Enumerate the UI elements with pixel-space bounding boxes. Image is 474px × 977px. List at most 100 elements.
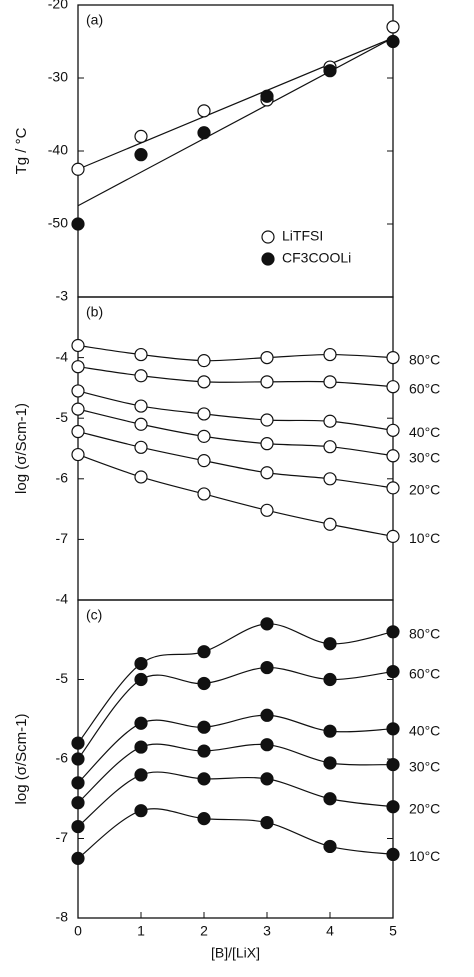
point <box>386 757 400 772</box>
point <box>323 792 337 806</box>
curve <box>77 808 394 859</box>
point <box>323 724 337 738</box>
y-tick-label: -6 <box>56 470 69 486</box>
point <box>134 369 148 383</box>
point <box>71 736 85 750</box>
series-label: 40°C <box>409 424 440 440</box>
y-tick-label: -3 <box>56 288 69 304</box>
point <box>260 375 274 389</box>
series-label: 10°C <box>409 530 440 546</box>
curve <box>77 666 394 760</box>
point <box>386 847 400 862</box>
y-tick-label: -7 <box>56 530 69 546</box>
point <box>134 768 148 782</box>
point <box>197 429 211 443</box>
point <box>134 129 148 143</box>
point <box>323 414 337 428</box>
y-tick-label: -7 <box>56 829 69 845</box>
point <box>197 454 211 468</box>
point <box>386 449 400 463</box>
point <box>323 64 337 78</box>
point <box>134 148 148 162</box>
series-label: 30°C <box>409 449 440 465</box>
point <box>71 338 85 353</box>
point <box>260 413 274 427</box>
legend-marker <box>261 230 275 244</box>
x-tick-label: 2 <box>200 923 208 939</box>
point <box>197 375 211 389</box>
point <box>260 503 274 517</box>
x-tick-label: 3 <box>263 923 271 939</box>
y-axis-label: Tg / °C <box>13 127 30 174</box>
point <box>134 740 148 754</box>
point <box>134 656 148 671</box>
point <box>260 89 274 103</box>
point <box>260 772 274 786</box>
series-label: 10°C <box>409 848 440 864</box>
point <box>134 672 148 687</box>
x-axis-label: [B]/[LiX] <box>211 945 260 961</box>
point <box>134 440 148 454</box>
point <box>71 752 85 766</box>
curve <box>77 390 394 431</box>
point <box>197 812 211 826</box>
point <box>323 756 337 770</box>
point <box>323 347 337 362</box>
point <box>71 424 85 439</box>
series-label: 80°C <box>409 626 440 642</box>
y-tick-label: -40 <box>48 142 68 158</box>
point <box>197 772 211 786</box>
point <box>71 217 85 231</box>
point <box>134 347 148 362</box>
point <box>197 720 211 734</box>
point <box>260 466 274 480</box>
point <box>260 617 274 631</box>
point <box>134 716 148 730</box>
point <box>323 472 337 486</box>
series-label: 60°C <box>409 665 440 681</box>
point <box>71 384 85 398</box>
point <box>134 417 148 431</box>
point <box>386 625 400 639</box>
y-axis-label: log (σ/Scm-1) <box>13 714 30 805</box>
series-label: 60°C <box>409 380 440 396</box>
legend-label: CF3COOLi <box>282 250 351 266</box>
point <box>71 819 85 834</box>
point <box>134 804 148 818</box>
point <box>197 126 211 140</box>
point <box>71 162 85 176</box>
point <box>197 104 211 118</box>
point <box>71 796 85 810</box>
panel-label: (a) <box>86 12 103 28</box>
curve <box>77 623 394 744</box>
series-label: 40°C <box>409 722 440 738</box>
point <box>134 470 148 484</box>
point <box>260 815 274 830</box>
curve <box>77 344 394 362</box>
series-label: 30°C <box>409 758 440 774</box>
point <box>71 360 85 374</box>
point <box>323 517 337 531</box>
point <box>323 375 337 389</box>
plot-frame <box>77 599 394 919</box>
point <box>386 481 400 495</box>
legend-label: LiTFSI <box>282 228 323 244</box>
y-tick-label: -30 <box>48 69 68 85</box>
point <box>260 708 274 722</box>
point <box>197 744 211 758</box>
point <box>386 380 400 394</box>
y-tick-label: -5 <box>56 409 69 425</box>
series-label: 80°C <box>409 351 440 367</box>
curve <box>77 408 394 457</box>
legend-marker <box>261 252 275 266</box>
point <box>386 722 400 736</box>
point <box>197 645 211 659</box>
point <box>386 423 400 437</box>
series-label: 20°C <box>409 482 440 498</box>
x-tick-label: 1 <box>137 923 145 939</box>
point <box>197 407 211 421</box>
point <box>260 351 274 365</box>
point <box>71 447 85 462</box>
point <box>260 660 274 675</box>
point <box>386 664 400 679</box>
